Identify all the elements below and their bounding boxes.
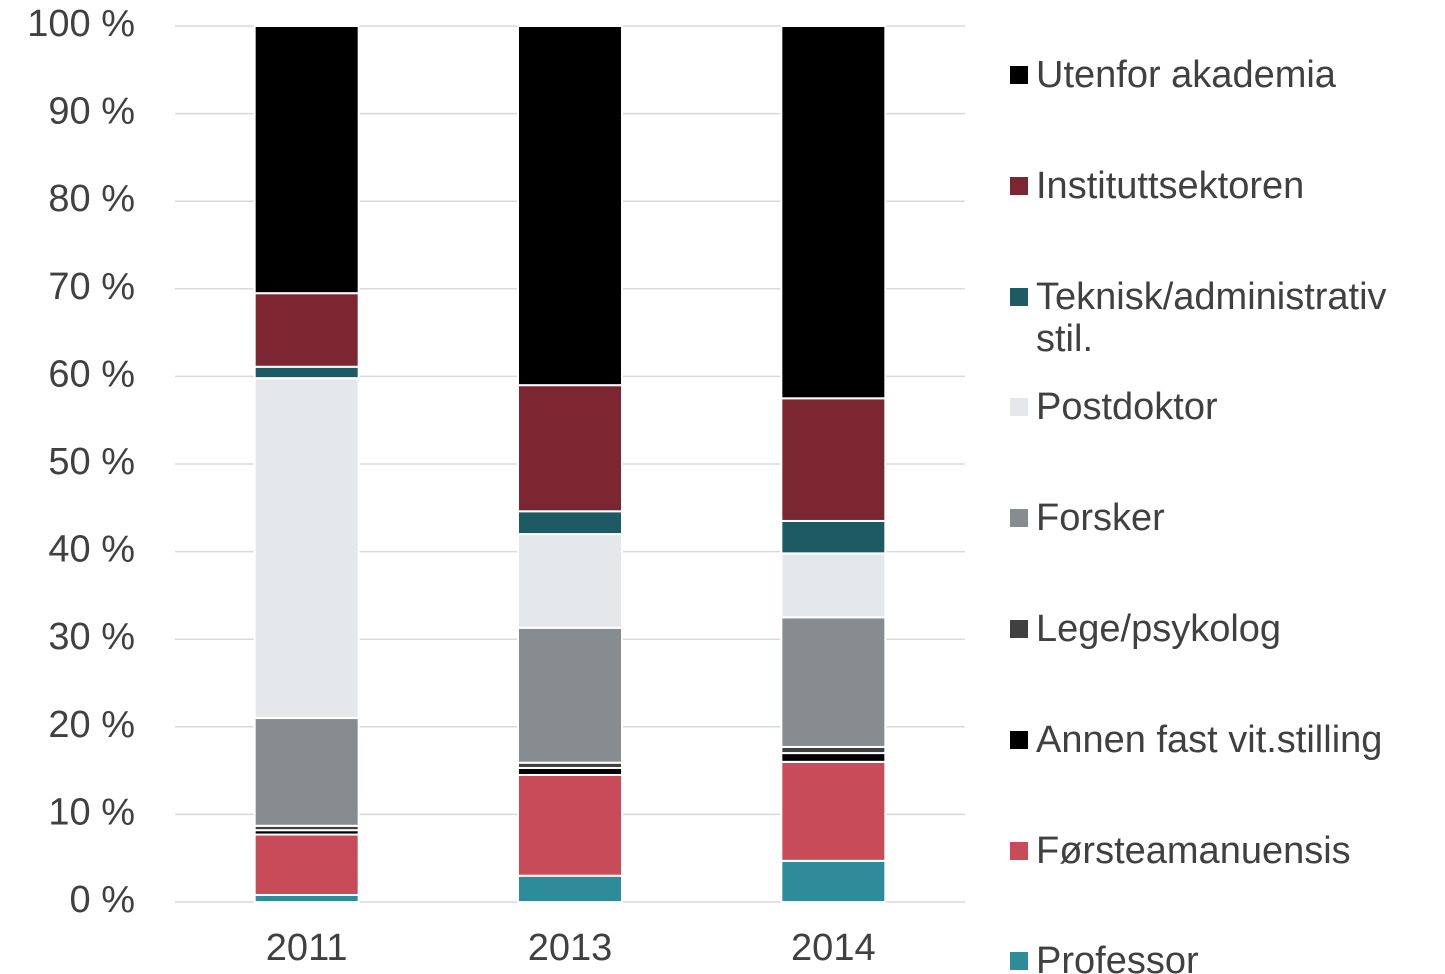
legend-swatch — [1010, 620, 1028, 638]
legend-item: Førsteamanuensis — [1010, 830, 1436, 872]
legend-item: Utenfor akademia — [1010, 54, 1436, 96]
bar-segment — [517, 510, 623, 536]
bar-segment — [780, 552, 887, 619]
legend-label: Utenfor akademia — [1036, 54, 1336, 96]
chart: 0 % 10 % 20 % 30 % 40 % 50 % 60 % 70 % 80 % 90 % 1… — [27, 3, 965, 969]
y-tick-label: 60 % — [48, 353, 135, 395]
legend-swatch — [1010, 176, 1028, 195]
bar-segment — [780, 859, 887, 904]
legend-item: Instituttsektoren — [1010, 165, 1436, 207]
bar-segment — [253, 717, 360, 827]
legend-swatch — [1010, 287, 1028, 306]
legend-item: Teknisk/administrativ stil. — [1010, 276, 1436, 360]
y-tick-label: 10 % — [48, 791, 135, 833]
bar-segment — [517, 766, 623, 776]
y-tick-label: 0 % — [70, 879, 135, 921]
bar-segment — [517, 773, 623, 877]
legend-swatch — [1010, 730, 1028, 749]
bar-segment — [780, 25, 887, 400]
x-tick-label: 2013 — [528, 927, 613, 969]
bar-segment — [253, 833, 360, 896]
legend-label: Førsteamanuensis — [1036, 829, 1351, 872]
legend-label: Instituttsektoren — [1036, 164, 1305, 207]
legend-item: Forsker — [1010, 497, 1436, 539]
legend-label: Forsker — [1036, 497, 1165, 540]
y-tick-label: 100 % — [27, 3, 135, 45]
y-tick-label: 40 % — [48, 529, 135, 571]
x-tick-label: 2014 — [791, 927, 876, 969]
bar-segment — [517, 384, 623, 513]
bar-segment — [780, 760, 887, 862]
bar-segment — [253, 893, 360, 904]
bar-segment — [253, 377, 360, 720]
legend-swatch — [1010, 66, 1028, 84]
legend-item: Annen fast vit.stilling — [1010, 719, 1436, 761]
legend-label: Professor — [1036, 940, 1199, 974]
legend-label: Postdoktor — [1036, 386, 1218, 429]
legend-swatch — [1010, 841, 1028, 860]
bar-segment — [253, 365, 360, 380]
bar-segment — [253, 292, 360, 368]
legend-swatch — [1010, 398, 1028, 417]
legend-label: Teknisk/administrativ stil. — [1036, 275, 1387, 360]
y-tick-label: 50 % — [48, 441, 135, 483]
legend-item: Lege/psykolog — [1010, 608, 1436, 650]
legend-item: Professor — [1010, 940, 1436, 974]
legend-swatch — [1010, 509, 1028, 528]
bar-segment — [517, 533, 623, 629]
legend: Professor Førsteamanuensis Annen fast vit.… — [1010, 0, 1445, 974]
y-tick-label: 30 % — [48, 616, 135, 658]
legend-item: Postdoktor — [1010, 386, 1436, 428]
x-tick-label: 2011 — [266, 927, 348, 969]
legend-label: Lege/psykolog — [1036, 608, 1282, 650]
y-tick-label: 20 % — [48, 704, 135, 746]
bar-segment — [780, 397, 887, 522]
legend-label: Annen fast vit.stilling — [1036, 718, 1383, 761]
bar-segment — [517, 874, 623, 903]
y-tick-label: 70 % — [48, 266, 135, 308]
bar-segment — [517, 626, 623, 764]
bar-segment — [780, 752, 887, 763]
legend-swatch — [1010, 952, 1028, 971]
y-tick-label: 90 % — [48, 91, 135, 133]
bar-segment — [517, 25, 623, 387]
bar-segment — [780, 616, 887, 748]
bar-segment — [253, 25, 360, 295]
bar-segment — [780, 519, 887, 555]
y-tick-label: 80 % — [48, 178, 135, 220]
